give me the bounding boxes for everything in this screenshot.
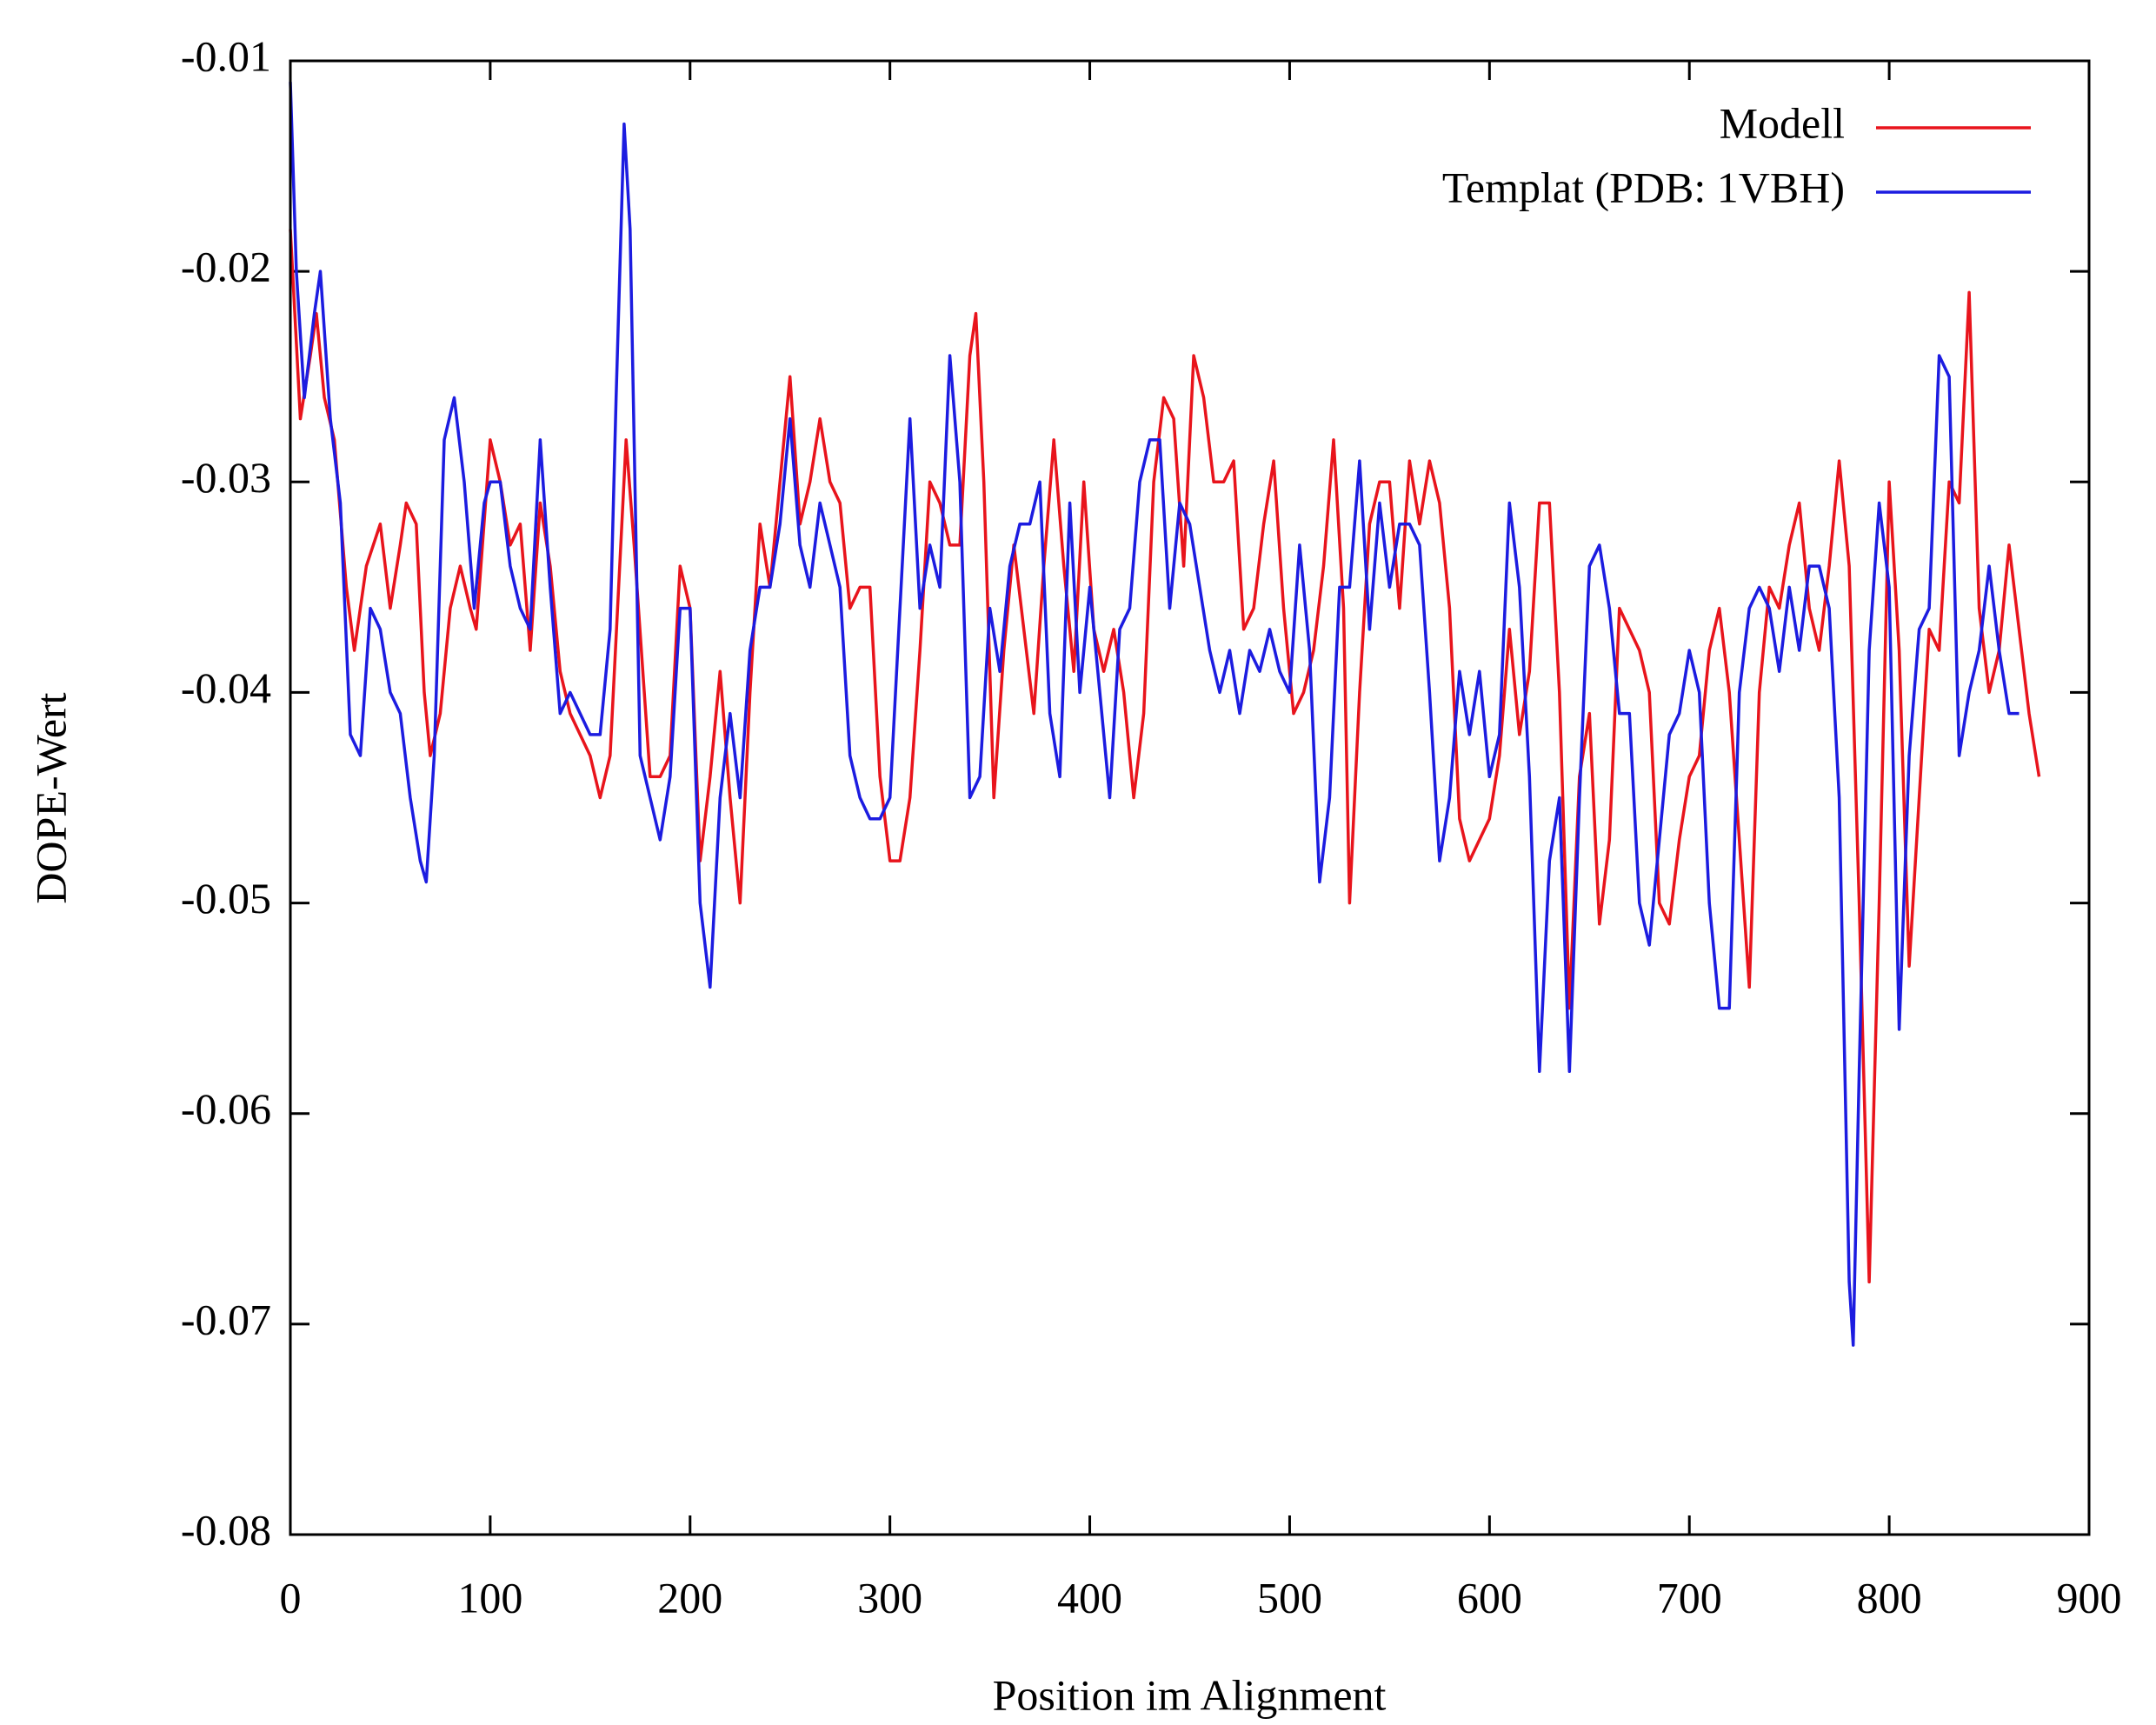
x-tick-label: 400: [1057, 1573, 1122, 1622]
x-axis-label: Position im Alignment: [993, 1670, 1387, 1719]
x-tick-label: 500: [1257, 1573, 1322, 1622]
data-line: [289, 229, 2041, 1284]
legend-label: Templat (PDB: 1VBH): [1442, 163, 1845, 211]
plot-frame: [289, 59, 2091, 1536]
x-tick-label: 300: [857, 1573, 922, 1622]
y-tick-label: -0.02: [181, 243, 271, 291]
y-tick-label: -0.07: [181, 1295, 271, 1343]
x-tick-label: 600: [1457, 1573, 1522, 1622]
data-line: [289, 82, 2020, 1347]
x-tick-label: 0: [280, 1573, 302, 1622]
x-tick-label: 700: [1657, 1573, 1722, 1622]
y-axis-label: DOPE-Wert: [26, 692, 75, 903]
legend-label: Modell: [1720, 98, 1845, 147]
y-tick-label: -0.08: [181, 1505, 271, 1554]
x-tick-label: 800: [1857, 1573, 1922, 1622]
y-tick-label: -0.03: [181, 453, 271, 502]
x-tick-label: 900: [2057, 1573, 2122, 1622]
y-tick-label: -0.01: [181, 31, 271, 80]
y-tick-label: -0.04: [181, 663, 271, 712]
x-tick-label: 100: [457, 1573, 522, 1622]
x-tick-label: 200: [657, 1573, 722, 1622]
y-tick-label: -0.05: [181, 874, 271, 922]
y-tick-label: -0.06: [181, 1084, 271, 1133]
